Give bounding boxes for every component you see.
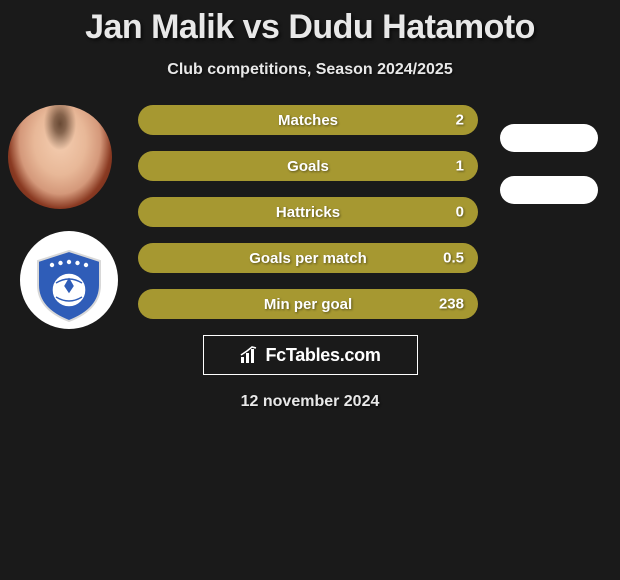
- stat-label: Goals: [287, 158, 329, 175]
- player-photo: [8, 105, 112, 209]
- brand-box[interactable]: FcTables.com: [203, 335, 418, 375]
- stat-label: Goals per match: [249, 250, 367, 267]
- stat-value: 0.5: [443, 250, 464, 267]
- club-shield-icon: [28, 245, 110, 327]
- subtitle: Club competitions, Season 2024/2025: [0, 61, 620, 79]
- brand-text: FcTables.com: [265, 345, 380, 366]
- stat-value: 238: [439, 296, 464, 313]
- opponent-pill: [500, 124, 598, 152]
- page-title: Jan Malik vs Dudu Hatamoto: [0, 0, 620, 47]
- stat-bar-goals: Goals 1: [138, 151, 478, 181]
- club-badge: [20, 231, 118, 329]
- stat-value: 0: [456, 204, 464, 221]
- stat-bar-min-per-goal: Min per goal 238: [138, 289, 478, 319]
- stat-value: 2: [456, 112, 464, 129]
- stat-bar-matches: Matches 2: [138, 105, 478, 135]
- stat-bar-goals-per-match: Goals per match 0.5: [138, 243, 478, 273]
- brand-chart-icon: [239, 345, 261, 365]
- date: 12 november 2024: [0, 393, 620, 411]
- avatar-stack: [8, 105, 122, 351]
- stat-value: 1: [456, 158, 464, 175]
- stat-label: Min per goal: [264, 296, 352, 313]
- opponent-pill: [500, 176, 598, 204]
- stat-label: Matches: [278, 112, 338, 129]
- stat-bar-hattricks: Hattricks 0: [138, 197, 478, 227]
- stats-column: Matches 2 Goals 1 Hattricks 0 Goals per …: [138, 105, 478, 319]
- stat-label: Hattricks: [276, 204, 340, 221]
